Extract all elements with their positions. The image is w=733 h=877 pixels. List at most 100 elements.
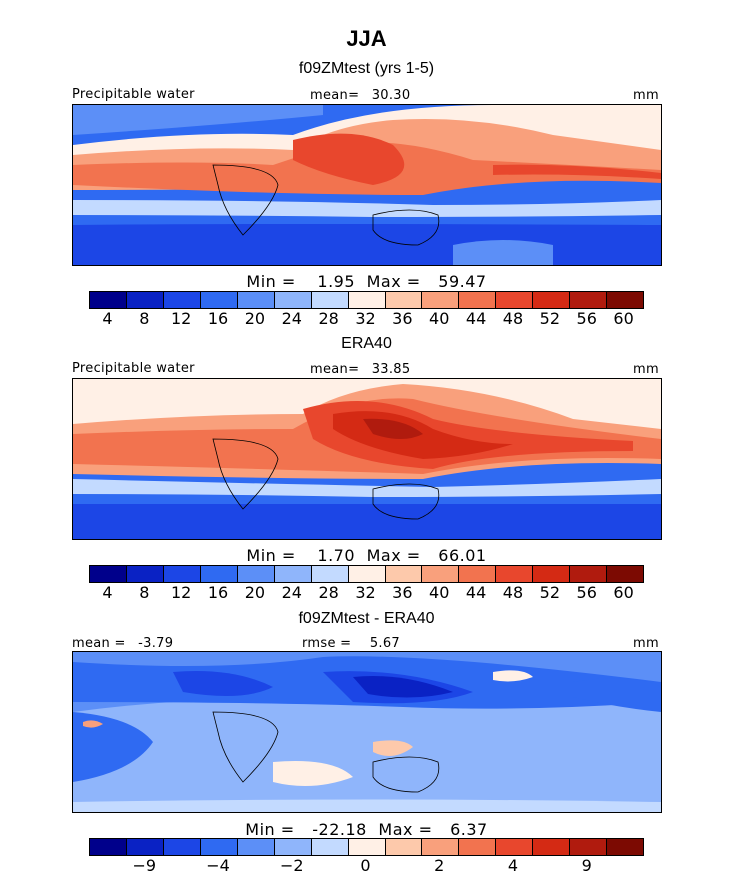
panel1-title: f09ZMtest (yrs 1-5) [298,60,435,77]
colorbar-swatch [422,292,460,308]
colorbar-swatch [422,839,460,855]
colorbar-swatch [496,839,534,855]
panel1-min-value: 1.95 [317,272,356,291]
colorbar-swatch [237,292,275,308]
colorbar-tick-label: 2 [434,856,445,875]
colorbar-swatch [607,839,644,855]
colorbar-swatch [422,566,460,582]
panel3-rmse-value: 5.67 [369,636,400,651]
colorbar-swatch [274,292,312,308]
panel2-mean-value: 33.85 [371,362,411,377]
colorbar-tick-label: 60 [613,309,634,328]
panel2-min-value: 1.70 [317,546,356,565]
colorbar-swatch [348,566,386,582]
colorbar-tick-label: 9 [581,856,592,875]
colorbar-swatch [348,839,386,855]
panel3-map [72,651,662,813]
colorbar-swatch [200,839,238,855]
panel1-max-label: Max = [366,272,421,291]
panel2-mean-label: mean= [310,362,360,377]
panel2-colorbar [89,565,644,583]
colorbar-swatch [459,839,497,855]
colorbar-tick-label: 60 [613,583,634,602]
panel3-rmse-label: rmse = [302,636,352,651]
colorbar-swatch [126,566,164,582]
colorbar-swatch [496,566,534,582]
colorbar-swatch [348,292,386,308]
panel3-mean-label: mean = [72,636,126,651]
colorbar-swatch [311,566,349,582]
colorbar-tick-label: 20 [244,309,266,328]
colorbar-swatch [200,292,238,308]
colorbar-swatch [459,292,497,308]
colorbar-tick-label: 32 [355,309,376,328]
colorbar-tick-label: 12 [170,309,192,328]
panel3-min-value: -22.18 [312,820,367,839]
panel1-mean-value: 30.30 [371,88,411,103]
colorbar-swatch [607,292,644,308]
colorbar-swatch [385,292,423,308]
panel1-colorbar-ticks: 4 8 12 16 20 24 28 32 36 40 44 48 52 56 60 [89,309,642,329]
panel2-map [72,378,662,540]
colorbar-swatch [163,839,201,855]
panel3-max-label: Max = [378,820,433,839]
colorbar-tick-label: 12 [170,583,192,602]
colorbar-tick-label: 24 [281,583,302,602]
panel1-mean-label: mean= [310,88,360,103]
colorbar-tick-label: 28 [318,309,339,328]
colorbar-tick-label: 0 [360,856,371,875]
colorbar-swatch [385,839,423,855]
panel3-colorbar [89,838,644,856]
panel3-colorbar-ticks: −9 −4 −2 0 2 4 9 [89,856,642,876]
colorbar-swatch [570,839,608,855]
colorbar-swatch [126,292,164,308]
colorbar-tick-label: 4 [102,309,113,328]
colorbar-swatch [274,566,312,582]
colorbar-tick-label: 4 [102,583,113,602]
colorbar-tick-label: 8 [139,309,150,328]
panel1-max-value: 59.47 [438,272,487,291]
colorbar-swatch [237,839,275,855]
panel2-max-label: Max = [366,546,421,565]
colorbar-tick-label: 56 [576,583,597,602]
colorbar-swatch [126,839,164,855]
colorbar-tick-label: −4 [206,856,230,875]
colorbar-swatch [496,292,534,308]
colorbar-tick-label: 48 [502,309,524,328]
panel2-min-label: Min = [246,546,296,565]
colorbar-swatch [570,292,608,308]
colorbar-tick-label: 52 [539,583,561,602]
colorbar-tick-label: 56 [576,309,597,328]
colorbar-tick-label: 16 [207,583,229,602]
panel2-colorbar-ticks: 4 8 12 16 20 24 28 32 36 40 44 48 52 56 60 [89,583,642,603]
colorbar-swatch [90,566,127,582]
colorbar-swatch [311,839,349,855]
colorbar-tick-label: 24 [281,309,302,328]
colorbar-swatch [607,566,644,582]
panel2-max-value: 66.01 [438,546,487,565]
colorbar-tick-label: 48 [502,583,524,602]
colorbar-tick-label: 16 [207,309,229,328]
panel3-max-value: 6.37 [450,820,488,839]
colorbar-tick-label: 28 [318,583,339,602]
colorbar-swatch [90,839,127,855]
colorbar-swatch [200,566,238,582]
colorbar-tick-label: 8 [139,583,150,602]
colorbar-swatch [570,566,608,582]
colorbar-swatch [311,292,349,308]
panel1-colorbar [89,291,644,309]
colorbar-tick-label: −9 [132,856,157,875]
colorbar-tick-label: 4 [507,856,519,875]
colorbar-tick-label: 36 [392,583,413,602]
panel1-map [72,104,662,266]
colorbar-tick-label: 52 [539,309,561,328]
panel1-units: mm [633,88,659,103]
panel2-units: mm [633,362,659,377]
colorbar-swatch [90,292,127,308]
panel3-min-label: Min = [245,820,295,839]
colorbar-swatch [163,566,201,582]
panel3-mean-value: -3.79 [138,636,174,651]
colorbar-swatch [163,292,201,308]
colorbar-tick-label: −2 [279,856,304,875]
panel2-title: ERA40 [341,335,392,352]
